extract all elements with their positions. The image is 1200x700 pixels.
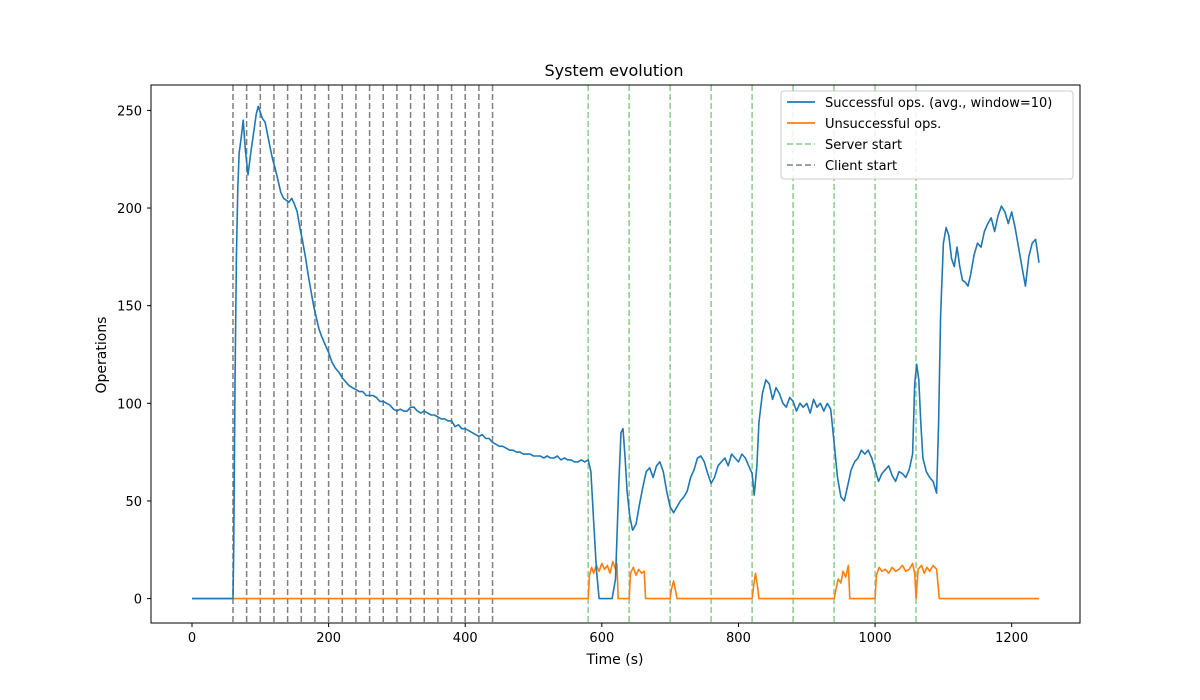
legend-label: Client start	[825, 159, 897, 174]
legend-label: Unsuccessful ops.	[825, 117, 941, 132]
plot-frame	[150, 84, 1081, 624]
x-axis: 0 200 400 600 800 1000 1200	[188, 623, 1028, 646]
y-tick-label: 100	[117, 397, 142, 412]
y-tick-label: 250	[117, 104, 142, 119]
legend-box	[780, 90, 1074, 180]
x-tick-label: 800	[726, 631, 751, 646]
series-lines	[192, 105, 1040, 600]
y-tick-label: 200	[117, 202, 142, 217]
y-axis: 0 50 100 150 200 250	[117, 104, 151, 608]
x-tick-label: 200	[316, 631, 341, 646]
x-tick-label: 600	[589, 631, 614, 646]
y-axis-label: Operations	[94, 317, 110, 394]
y-tick-label: 0	[134, 593, 142, 608]
y-tick-label: 150	[117, 300, 142, 315]
legend: Successful ops. (avg., window=10) Unsucce…	[780, 90, 1074, 180]
x-axis-label: Time (s)	[586, 652, 644, 668]
x-tick-label: 1200	[995, 631, 1028, 646]
y-tick-label: 50	[125, 495, 142, 510]
chart-title: System evolution	[544, 61, 683, 80]
legend-label: Server start	[825, 138, 902, 153]
x-tick-label: 400	[453, 631, 478, 646]
x-tick-label: 1000	[859, 631, 892, 646]
successful-ops-series-line	[192, 105, 1040, 600]
unsuccessful-ops-series-line	[192, 560, 1039, 600]
x-tick-label: 0	[188, 631, 196, 646]
legend-label: Successful ops. (avg., window=10)	[825, 96, 1052, 111]
